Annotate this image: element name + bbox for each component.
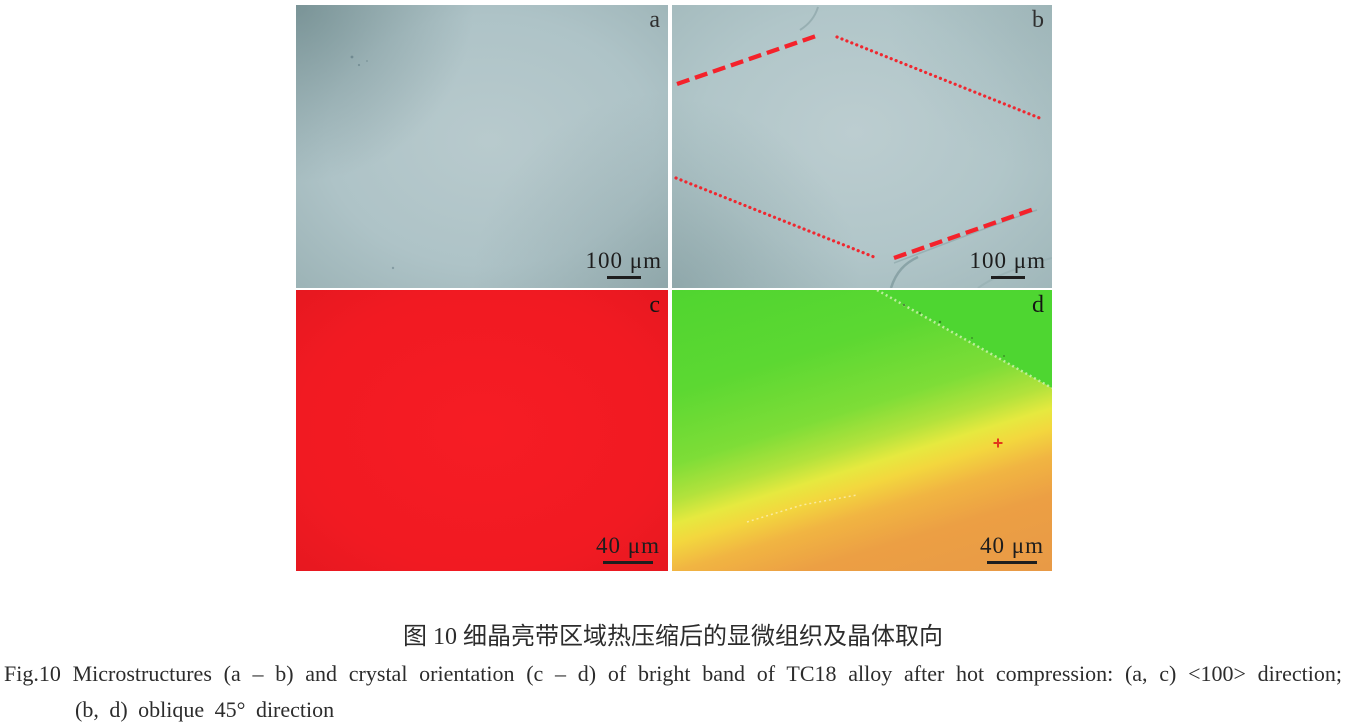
boundary-speck <box>1003 355 1005 357</box>
scale-bar-line-d <box>987 561 1037 564</box>
boundary-speck <box>971 337 973 339</box>
annotation-dotted-line-bottom-left <box>674 176 876 259</box>
scale-bar-label-d: 40 μm <box>980 533 1044 558</box>
panel-label-b: b <box>1032 7 1044 33</box>
panel-label-a: a <box>649 7 660 33</box>
grain-boundary-speckle-line <box>876 290 1052 390</box>
boundary-speck <box>902 303 906 307</box>
panel-label-d: d <box>1032 292 1044 318</box>
grain-boundary-trace <box>889 255 919 288</box>
scale-bar-b: 100 μm <box>970 249 1046 279</box>
grain-boundary-trace <box>799 6 819 31</box>
scale-bar-d: 40 μm <box>980 534 1044 564</box>
boundary-speck <box>938 320 942 324</box>
panel-d-annotations <box>746 290 1052 523</box>
panel-b-annotations <box>674 6 1052 288</box>
boundary-speck <box>919 312 921 314</box>
scale-bar-line-b <box>990 276 1025 279</box>
scale-bar-line-a <box>606 276 641 279</box>
annotation-dashed-line-bottom-right <box>893 206 1035 261</box>
caption-chinese: 图 10 细晶亮带区域热压缩后的显微组织及晶体取向 <box>403 624 943 650</box>
scale-bar-label-c: 40 μm <box>596 533 660 558</box>
annotation-dotted-line-top-right <box>835 35 1044 121</box>
orientation-map-panel-c: c 40 μm <box>296 290 668 571</box>
annotation-dashed-line-top-left <box>676 32 820 87</box>
micrograph-panel-b: b 100 μm <box>672 5 1052 288</box>
scale-bar-label-b: 100 μm <box>969 248 1046 273</box>
micrograph-panel-a: a 100 μm <box>296 5 668 288</box>
panel-label-c: c <box>649 292 660 318</box>
grain-boundary-trace <box>977 257 1052 288</box>
orientation-map-panel-d: d 40 μm <box>672 290 1052 571</box>
orientation-marker-cross <box>993 438 1003 448</box>
scale-bar-label-a: 100 μm <box>585 248 662 273</box>
scale-bar-c: 40 μm <box>596 534 660 564</box>
speckle-trace <box>746 494 858 523</box>
caption-english-line2: (b, d) oblique 45° direction <box>75 697 335 722</box>
panel-a-texture <box>350 55 395 270</box>
scale-bar-line-c <box>603 561 653 564</box>
caption-english-line1: Fig.10 Microstructures (a – b) and cryst… <box>4 661 1342 686</box>
scale-bar-a: 100 μm <box>586 249 662 279</box>
